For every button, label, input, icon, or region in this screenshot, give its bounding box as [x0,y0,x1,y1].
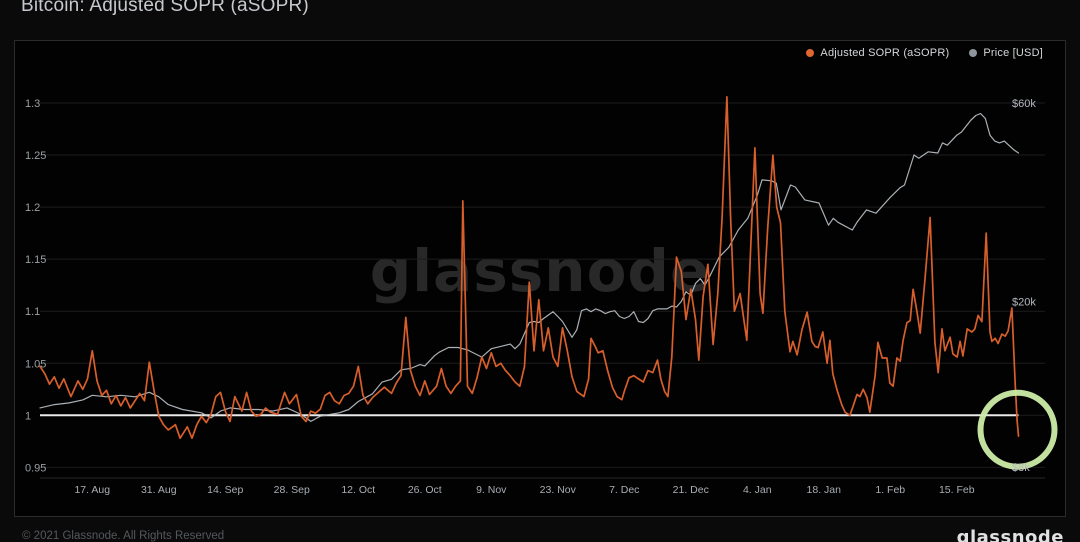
asopr-legend-dot-icon [806,49,815,57]
price-line [39,112,1020,422]
y-axis-left-tick-label: 1.1 [25,306,40,318]
x-axis-tick-label: 23. Nov [540,484,577,496]
legend-item-price[interactable]: Price [USD] [969,47,1043,59]
chart-plot-area[interactable]: 1.3 1.25 1.2 1.15 1.1 1.05 1 0.95 $60k $20k $8k 17.… [15,41,1065,516]
x-axis-tick-label: 18. Jan [807,484,842,496]
x-axis-tick-label: 26. Oct [408,484,442,496]
y-axis-left-tick-label: 1.25 [25,150,46,162]
y-axis-left-tick-label: 1.15 [25,254,46,266]
y-axis-right-tick-label: $20k [1012,296,1036,308]
y-axis-left-tick-label: 0.95 [25,462,46,474]
chart-panel: Adjusted SOPR (aSOPR) Price [USD] glassn… [14,40,1066,517]
asopr-line [39,95,1020,440]
y-axis-left-tick-label: 1.3 [25,98,40,110]
x-axis-tick-label: 14. Sep [207,484,243,496]
y-axis-right-tick-label: $8k [1012,462,1030,474]
x-axis-tick-label: 15. Feb [939,484,975,496]
chart-legend: Adjusted SOPR (aSOPR) Price [USD] [806,47,1043,59]
x-axis-tick-label: 7. Dec [609,484,639,496]
footer-copyright: © 2021 Glassnode. All Rights Reserved [22,530,225,542]
y-axis-right-tick-label: $60k [1012,98,1036,110]
y-axis-left-tick-label: 1 [25,410,31,422]
price-legend-label: Price [USD] [983,47,1043,59]
x-axis-tick-label: 31. Aug [141,484,177,496]
footer-brand-logo: glassnode [956,527,1064,542]
x-axis-tick-label: 4. Jan [743,484,772,496]
page-title: Bitcoin: Adjusted SOPR (aSOPR) [21,0,309,16]
x-axis-tick-label: 21. Dec [673,484,709,496]
highlight-circle-annotation [977,389,1058,470]
x-axis-tick-label: 12. Oct [341,484,375,496]
x-axis-tick-label: 9. Nov [476,484,507,496]
y-axis-left-tick-label: 1.2 [25,202,40,214]
x-axis-tick-label: 28. Sep [274,484,310,496]
x-axis-tick-label: 17. Aug [74,484,110,496]
x-axis-tick-label: 1. Feb [875,484,905,496]
price-legend-dot-icon [969,49,978,57]
legend-item-asopr[interactable]: Adjusted SOPR (aSOPR) [806,47,949,59]
asopr-legend-label: Adjusted SOPR (aSOPR) [820,47,950,59]
y-axis-left-tick-label: 1.05 [25,358,46,370]
